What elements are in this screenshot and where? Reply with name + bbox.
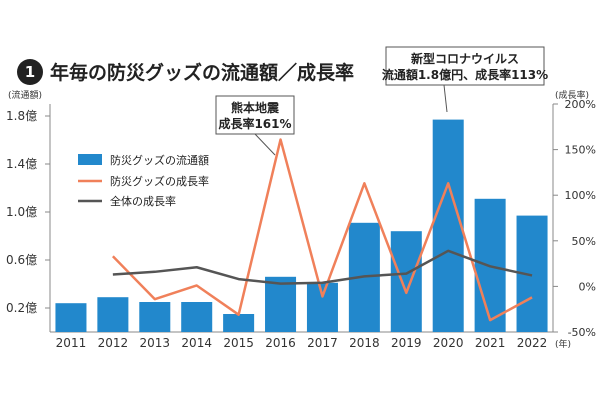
x-tick-label: 2021 — [475, 336, 506, 350]
callout-covid-line-1: 新型コロナウイルス — [411, 51, 519, 66]
bar — [139, 302, 171, 332]
bar-series — [55, 119, 548, 332]
bar — [55, 303, 87, 332]
x-axis-ticks: 2011 2012 2013 2014 2015 2016 2017 2018 2019 2020… — [56, 336, 548, 350]
left-axis-ticks: 1.8億 1.4億 1.0億 0.6億 0.2億 — [6, 109, 50, 315]
right-tick-label: 200% — [565, 98, 596, 111]
callout-covid-pointer — [443, 84, 448, 113]
x-tick-label: 2018 — [349, 336, 380, 350]
title-badge-circle — [17, 59, 43, 85]
left-axis-unit: (流通額) — [8, 89, 42, 101]
callout-kumamoto: 熊本地震 成長率161% — [215, 95, 295, 156]
x-tick-label: 2012 — [98, 336, 129, 350]
legend-label-overall: 全体の成長率 — [110, 194, 176, 208]
x-axis-unit: (年) — [555, 338, 571, 350]
legend-label-bar: 防災グッズの流通額 — [110, 153, 209, 167]
left-tick-label: 1.8億 — [6, 109, 37, 123]
bar — [181, 302, 213, 332]
right-tick-label: 50% — [572, 235, 596, 248]
callout-covid-box — [385, 46, 545, 86]
right-axis-unit: (成長率) — [555, 89, 589, 101]
bar — [390, 231, 422, 332]
right-tick-label: 0% — [579, 280, 596, 293]
callout-kumamoto-line-1: 熊本地震 — [231, 100, 280, 115]
x-tick-label: 2019 — [391, 336, 422, 350]
chart-title: 年毎の防災グッズの流通額／成長率 — [50, 61, 354, 84]
callout-kumamoto-box — [215, 95, 295, 135]
x-tick-label: 2015 — [223, 336, 254, 350]
callout-covid: 新型コロナウイルス 流通額1.8億円、成長率113% — [382, 46, 548, 113]
x-tick-label: 2022 — [517, 336, 548, 350]
right-tick-label: 100% — [565, 189, 596, 202]
x-tick-label: 2020 — [433, 336, 464, 350]
x-tick-label: 2016 — [265, 336, 296, 350]
x-tick-label: 2014 — [181, 336, 212, 350]
x-tick-label: 2013 — [140, 336, 171, 350]
legend-label-growth: 防災グッズの成長率 — [110, 174, 209, 188]
title-badge-number: 1 — [25, 63, 35, 81]
title-badge: 1 — [17, 59, 43, 85]
line-series — [111, 138, 533, 322]
x-tick-label: 2017 — [307, 336, 338, 350]
bar — [265, 276, 297, 332]
overall-growth-line — [112, 249, 533, 285]
bar — [97, 297, 129, 332]
left-tick-label: 1.0億 — [6, 205, 37, 219]
x-tick-label: 2011 — [56, 336, 87, 350]
right-tick-label: -50% — [568, 326, 596, 339]
left-tick-label: 1.4億 — [6, 157, 37, 171]
legend-swatch-bar — [78, 154, 102, 165]
legend: 防災グッズの流通額 防災グッズの成長率 全体の成長率 — [78, 153, 209, 208]
left-tick-label: 0.6億 — [6, 253, 37, 267]
bar — [306, 282, 338, 332]
growth-line — [111, 138, 533, 322]
callout-kumamoto-pointer — [254, 133, 276, 156]
callout-covid-line-2: 流通額1.8億円、成長率113% — [382, 67, 548, 82]
callout-kumamoto-line-2: 成長率161% — [218, 116, 291, 131]
bar — [223, 314, 255, 332]
right-axis-ticks: 200% 150% 100% 50% 0% -50% — [553, 98, 596, 339]
left-tick-label: 0.2億 — [6, 301, 37, 315]
bar — [432, 119, 464, 332]
right-tick-label: 150% — [565, 144, 596, 157]
